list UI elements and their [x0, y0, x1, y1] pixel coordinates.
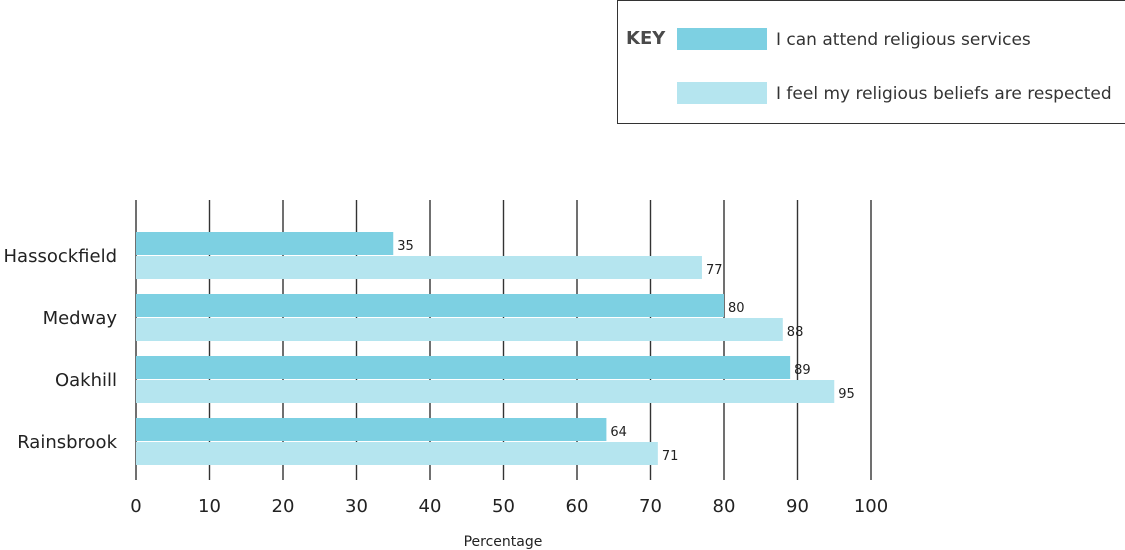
bar-medway-series-1	[136, 294, 724, 317]
bar-oakhill-series-1	[136, 356, 791, 379]
data-label: 80	[728, 301, 745, 316]
category-labels: Hassockfield Medway Oakhill Rainsbrook	[4, 246, 118, 453]
x-axis-title: Percentage	[464, 534, 543, 550]
x-tick-label: 70	[639, 496, 662, 517]
category-label-medway: Medway	[43, 308, 118, 329]
legend-swatch-series-1	[677, 28, 767, 50]
category-label-rainsbrook: Rainsbrook	[17, 432, 117, 453]
x-tick-labels: 0 10 20 30 40 50 60 70 80 90 100	[130, 496, 888, 517]
x-tick-label: 0	[130, 496, 141, 517]
x-tick-label: 50	[492, 496, 515, 517]
data-labels: 35 77 80 88 89 95 64 71	[397, 239, 855, 464]
bar-rainsbrook-series-2	[136, 442, 658, 465]
data-label: 35	[397, 239, 414, 254]
x-tick-label: 30	[345, 496, 368, 517]
legend	[617, 0, 1125, 124]
x-tick-label: 100	[854, 496, 888, 517]
bar-rainsbrook-series-1	[136, 418, 607, 441]
x-tick-label: 10	[198, 496, 221, 517]
bar-medway-series-2	[136, 318, 783, 341]
legend-label-series-1: I can attend religious services	[776, 30, 1031, 50]
legend-key-label: KEY	[626, 28, 666, 49]
bar-hassockfield-series-1	[136, 232, 394, 255]
data-label: 77	[706, 263, 723, 278]
category-label-oakhill: Oakhill	[55, 370, 117, 391]
x-tick-label: 80	[713, 496, 736, 517]
data-label: 64	[610, 425, 627, 440]
data-label: 95	[838, 387, 855, 402]
x-tick-label: 60	[566, 496, 589, 517]
data-label: 89	[794, 363, 811, 378]
legend-swatch-series-2	[677, 82, 767, 104]
data-label: 71	[662, 449, 679, 464]
x-tick-label: 90	[786, 496, 809, 517]
legend-label-series-2: I feel my religious beliefs are respecte…	[776, 84, 1112, 104]
x-tick-label: 40	[419, 496, 442, 517]
x-tick-label: 20	[272, 496, 295, 517]
bars	[136, 232, 835, 465]
bar-hassockfield-series-2	[136, 256, 702, 279]
category-label-hassockfield: Hassockfield	[4, 246, 118, 267]
bar-oakhill-series-2	[136, 380, 835, 403]
data-label: 88	[787, 325, 804, 340]
